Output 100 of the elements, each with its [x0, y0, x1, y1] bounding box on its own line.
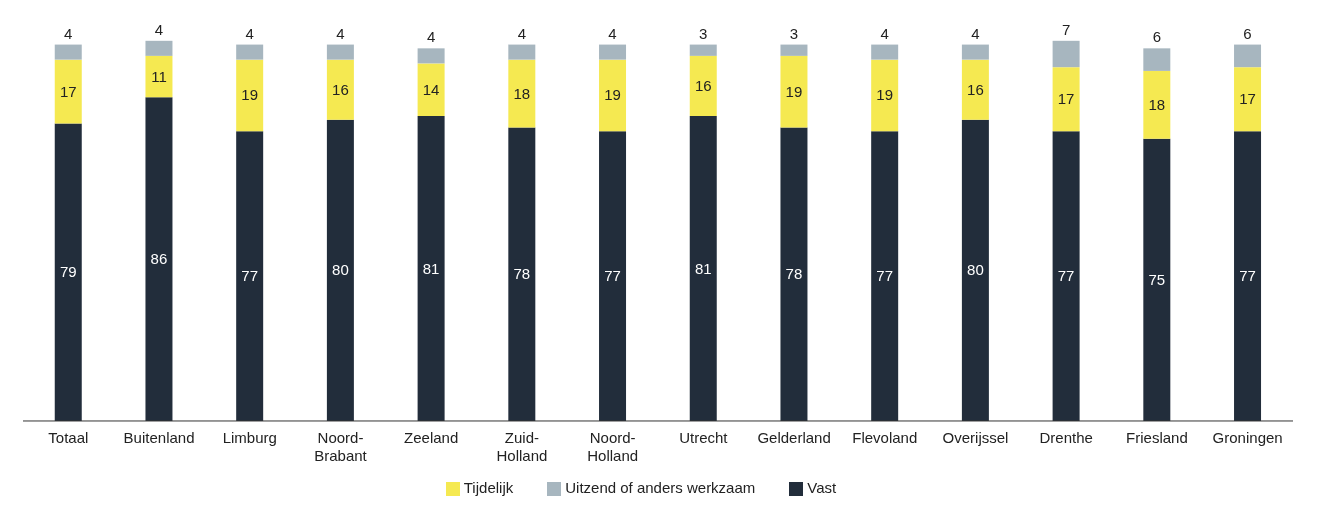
data-label: 4	[245, 24, 254, 42]
bar	[326, 44, 354, 60]
bar	[508, 59, 536, 128]
data-label: 6	[1243, 24, 1252, 42]
bar	[1234, 44, 1262, 68]
bar	[871, 131, 899, 421]
bar	[961, 44, 989, 60]
bar	[780, 127, 808, 421]
data-label: 19	[241, 86, 259, 104]
bar	[689, 44, 717, 56]
bar	[508, 44, 536, 60]
bar	[145, 40, 173, 56]
bar	[145, 55, 173, 98]
x-tick-label: Overijssel	[942, 428, 1009, 446]
legend-label: Uitzend of anders werkzaam	[565, 478, 756, 496]
data-label: 17	[1239, 90, 1256, 108]
data-label: 77	[1239, 267, 1256, 285]
data-label: 77	[1057, 267, 1075, 285]
data-label: 18	[1148, 95, 1166, 113]
bar	[1143, 138, 1171, 421]
data-label: 80	[967, 261, 984, 279]
data-label: 4	[154, 20, 164, 38]
data-label: 75	[1148, 270, 1166, 288]
bar	[54, 44, 82, 60]
data-label: 81	[694, 259, 712, 277]
data-label: 86	[150, 250, 168, 268]
data-label: 4	[880, 24, 889, 42]
data-label: 4	[64, 24, 73, 42]
data-label: 77	[241, 267, 259, 285]
data-label: 11	[151, 67, 167, 85]
data-label: 7	[1061, 20, 1071, 38]
data-label: 19	[876, 86, 894, 104]
x-tick-label: Flevoland	[852, 428, 918, 446]
data-label: 79	[59, 263, 77, 281]
x-tick-label: Limburg	[222, 428, 277, 446]
x-tick-label: Groningen	[1212, 428, 1283, 446]
data-label: 17	[59, 82, 77, 100]
bar	[1052, 67, 1080, 132]
x-tick-label: Friesland	[1126, 428, 1188, 446]
x-tick-label: Buitenland	[123, 428, 195, 446]
data-label: 3	[699, 24, 708, 42]
x-tick-label: Noord-Brabant	[314, 428, 368, 464]
bar	[417, 48, 445, 64]
data-label: 3	[789, 24, 799, 42]
data-label: 78	[513, 265, 531, 283]
bar	[236, 131, 264, 421]
bar	[599, 44, 627, 60]
data-label: 17	[1057, 90, 1075, 108]
bar	[1234, 67, 1262, 132]
data-label: 77	[604, 267, 621, 285]
data-label: 78	[785, 265, 803, 283]
bar	[871, 59, 899, 132]
x-tick-label: Zuid-Holland	[496, 428, 548, 464]
bar	[54, 123, 82, 421]
data-label: 19	[785, 82, 803, 100]
bar	[1052, 131, 1080, 421]
data-label: 80	[332, 261, 349, 279]
x-tick-label: Noord-Holland	[587, 428, 639, 464]
bar	[1143, 48, 1171, 71]
data-label: 4	[971, 24, 980, 42]
legend-label: Vast	[807, 478, 837, 496]
bar	[236, 59, 264, 132]
data-label: 6	[1152, 28, 1161, 46]
bar	[961, 119, 989, 421]
data-label: 4	[336, 24, 345, 42]
legend-label: Tijdelijk	[463, 478, 514, 496]
bar	[1143, 70, 1171, 139]
x-tick-label: Gelderland	[757, 428, 831, 446]
bar	[145, 97, 173, 421]
bar	[599, 59, 627, 132]
data-label: 81	[422, 259, 440, 277]
x-tick-label: Utrecht	[679, 428, 729, 446]
data-label: 4	[608, 24, 617, 42]
data-label: 4	[517, 24, 526, 42]
x-tick-label: Totaal	[48, 428, 89, 446]
data-label: 77	[876, 267, 894, 285]
data-label: 4	[426, 28, 436, 46]
bar	[961, 59, 989, 120]
data-label: 16	[694, 76, 712, 94]
x-tick-label: Zeeland	[404, 428, 459, 446]
bar	[1052, 40, 1080, 68]
bar	[326, 119, 354, 421]
bar	[417, 63, 445, 117]
bar	[599, 131, 627, 421]
bar	[417, 116, 445, 421]
bar	[508, 127, 536, 421]
data-label: 16	[332, 80, 349, 98]
bar	[1234, 131, 1262, 421]
data-label: 16	[967, 80, 984, 98]
bar	[780, 44, 808, 56]
bar	[326, 59, 354, 120]
bar	[236, 44, 264, 60]
bar	[780, 55, 808, 128]
bar	[689, 55, 717, 117]
x-tick-label: Drenthe	[1039, 428, 1093, 446]
data-label: 14	[422, 80, 440, 98]
bar	[689, 116, 717, 421]
data-label: 18	[513, 84, 531, 102]
data-label: 19	[604, 86, 621, 104]
bar	[54, 59, 82, 124]
